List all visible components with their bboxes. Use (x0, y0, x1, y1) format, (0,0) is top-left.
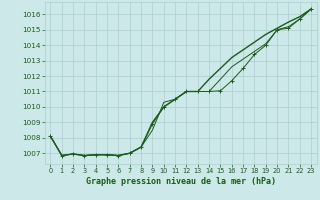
X-axis label: Graphe pression niveau de la mer (hPa): Graphe pression niveau de la mer (hPa) (86, 177, 276, 186)
